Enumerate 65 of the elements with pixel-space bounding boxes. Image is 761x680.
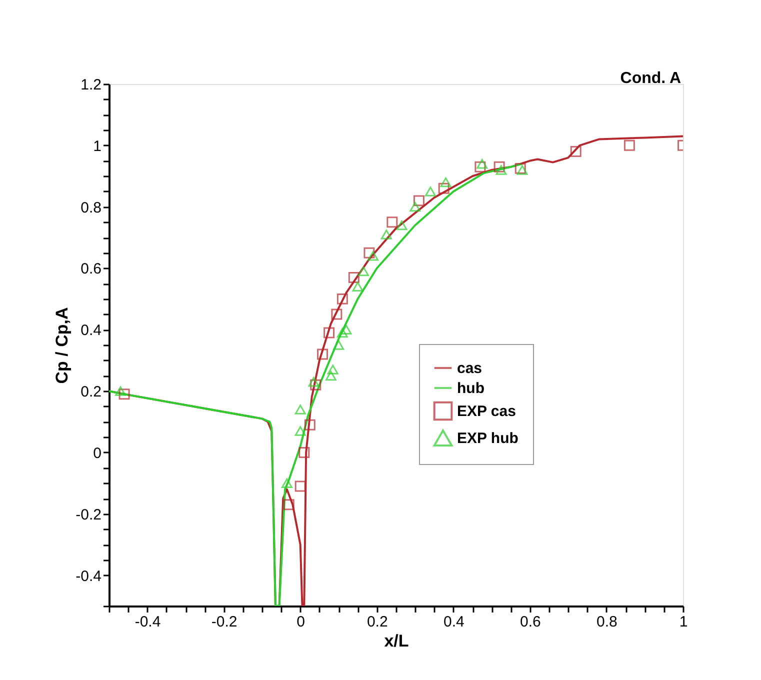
x-tick-label: 0.8 [596,614,618,630]
point [496,165,507,175]
x-tick-label: -0.4 [134,614,161,630]
point [396,220,408,230]
y-tick-label: -0.4 [76,568,102,585]
point [514,162,526,174]
point [364,247,375,258]
point [333,340,344,350]
point [368,251,379,261]
point [327,364,338,374]
point [331,308,342,320]
point [294,480,306,492]
point [118,388,130,400]
x-tick-label: -0.2 [211,614,238,630]
point [310,379,322,390]
x-tick-label: 0.4 [443,614,464,630]
point [352,282,364,292]
point [438,182,450,194]
x-tick-label: 0 [296,614,306,630]
point [283,499,294,510]
x-tick-label: 1 [679,614,688,630]
point [294,404,306,414]
legend-label: EXP hub [457,430,518,447]
point [304,419,316,430]
legend-label: EXP cas [457,403,516,420]
point [476,158,488,169]
y-tick-label: 1 [93,138,102,155]
point [308,376,320,387]
legend-label: hub [457,380,484,397]
point [336,328,348,338]
point [317,348,328,360]
y-axis-title: Cp / Cp,A [52,307,72,384]
point [474,161,486,172]
y-tick-label: 0.4 [80,322,102,340]
y-tick-label: 0 [93,444,102,462]
y-tick-label: 0.8 [80,199,102,216]
point [325,370,336,381]
y-tick-label: -0.2 [76,506,102,524]
point [336,293,348,304]
point [624,140,635,151]
point [358,266,369,276]
point [324,327,335,338]
point [340,324,352,335]
legend-label: cas [457,360,482,377]
point [424,186,436,196]
point [386,216,398,228]
point [413,195,424,206]
x-tick-label: 0.6 [520,614,541,630]
y-tick-label: 1.2 [80,76,102,94]
point [348,272,360,283]
point [114,386,126,396]
y-tick-label: 0.2 [80,384,102,401]
x-tick-label: 0.2 [366,614,388,630]
point [516,165,528,175]
y-tick-label: 0.6 [80,260,102,278]
annotation: Cond. A [620,70,682,87]
point [494,161,505,172]
point [380,230,392,240]
point [440,177,452,188]
point [281,478,292,488]
point [298,446,310,458]
x-axis-title: x/L [384,632,409,650]
point [570,146,582,158]
point [410,202,421,212]
point [294,426,306,436]
